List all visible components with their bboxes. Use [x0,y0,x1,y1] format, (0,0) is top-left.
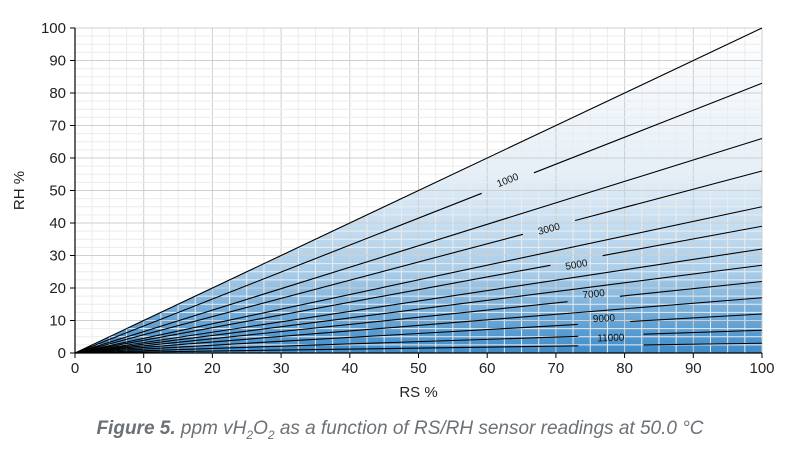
x-tick-label: 90 [685,360,702,377]
contour-line [630,313,763,323]
y-tick-label: 90 [49,53,66,70]
contour-label: 5000 [565,258,589,273]
x-tick-label: 10 [135,360,152,377]
y-tick-label: 100 [41,20,66,37]
contour-label: 9000 [593,313,616,325]
x-axis-title: RS % [399,384,437,401]
contour-label: 7000 [582,288,606,301]
x-tick-label: 0 [71,360,79,377]
y-tick-label: 30 [49,248,66,265]
contour-line [533,82,763,174]
contour-line [74,264,763,354]
x-tick-label: 30 [273,360,290,377]
contour-line [74,335,579,354]
contour-line [74,192,482,354]
x-tick-label: 50 [410,360,427,377]
x-tick-label: 70 [548,360,565,377]
caption-figure-label: Figure 5. [96,418,176,439]
contour-line [643,329,763,335]
caption-text-3: as a function of RS/RH sensor readings a… [274,418,704,439]
contour-lines [74,27,763,354]
contour-line [74,137,763,354]
boundary-line [74,27,763,354]
y-tick-label: 0 [58,345,66,362]
contour-line [74,301,568,354]
y-tick-label: 50 [49,183,66,200]
figure-caption: Figure 5. ppm vH2O2 as a function of RS/… [0,418,800,442]
contour-line [643,342,763,346]
y-tick-label: 80 [49,85,66,102]
grid [74,27,763,354]
y-tick-label: 10 [49,313,66,330]
contour-line [574,170,763,222]
x-tick-label: 60 [479,360,496,377]
caption-sub-1: 2 [246,427,254,442]
contour-label: 11000 [597,333,625,345]
y-tick-label: 60 [49,150,66,167]
contour-chart: 0 10 20 30 40 50 60 70 80 90 100 0 10 20 30 40 50 60 70 80 9… [11,20,775,401]
axes: 0 10 20 30 40 50 60 70 80 90 100 0 10 20 30 40 50 60 70 80 9… [41,20,775,377]
x-tick-label: 40 [341,360,358,377]
x-tick-label: 100 [749,360,774,377]
contour-line [619,280,763,297]
contour-line [74,264,551,354]
contour-line [74,248,763,354]
contour-line [74,323,578,354]
caption-text-1: ppm vH [175,418,247,439]
contour-line [74,297,763,354]
y-tick-label: 70 [49,118,66,135]
y-axis-title: RH % [11,171,28,210]
contour-line [74,345,579,354]
contour-line [74,233,524,354]
x-tick-label: 80 [616,360,633,377]
contour-line [74,206,763,354]
contour-line [602,225,763,257]
y-tick-label: 20 [49,280,66,297]
caption-sub-2: 2 [267,427,275,442]
caption-text-2: O [253,418,268,439]
x-tick-label: 20 [204,360,221,377]
y-tick-label: 40 [49,215,66,232]
